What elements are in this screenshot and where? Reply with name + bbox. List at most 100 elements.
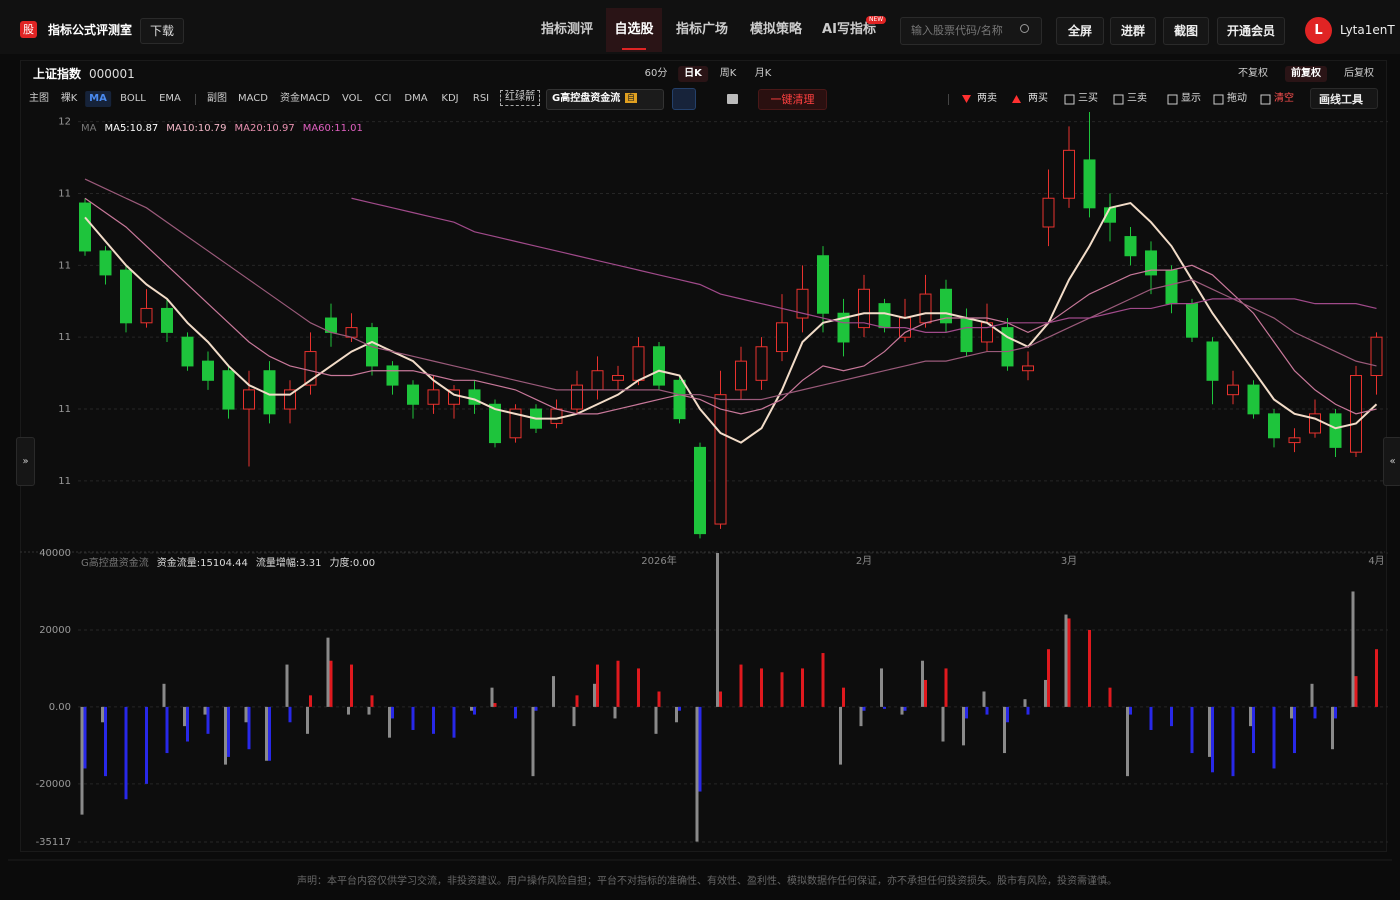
flow-bar — [695, 706, 699, 842]
flow-bar — [391, 706, 394, 719]
flow-bar — [490, 687, 494, 707]
flow-bar — [247, 706, 251, 750]
candle-body — [386, 365, 399, 386]
signal-tool[interactable]: 两买 — [1028, 93, 1048, 104]
y-tick-label: 12 — [58, 117, 71, 128]
adjust-tab[interactable]: 后复权 — [1344, 68, 1374, 79]
flow-bar — [1334, 706, 1337, 719]
candle-body — [407, 384, 419, 405]
search-placeholder[interactable]: 输入股票代码/名称 — [911, 24, 1003, 37]
flow-bar — [596, 664, 599, 707]
periods-tab[interactable]: 月K — [754, 68, 772, 79]
avatar[interactable]: L — [1305, 17, 1332, 44]
sub-indicator[interactable]: DMA — [404, 93, 428, 104]
candle-body — [796, 288, 809, 319]
candle-body — [653, 346, 665, 386]
tool-icon — [1167, 94, 1178, 105]
menu-item[interactable]: 指标广场 — [675, 22, 729, 37]
search-icon[interactable] — [1020, 24, 1029, 33]
sub-indicator[interactable]: CCI — [374, 93, 392, 104]
collapse-right[interactable]: « — [1383, 437, 1400, 486]
nav-button[interactable]: 截图 — [1163, 17, 1209, 45]
flow-bar — [675, 706, 678, 723]
flow-bar — [985, 706, 989, 715]
flow-bar — [921, 660, 924, 707]
sub-indicator[interactable]: RSI — [472, 93, 490, 104]
adjust-tab[interactable]: 前复权 — [1285, 66, 1327, 82]
nav-button[interactable]: 开通会员 — [1217, 17, 1285, 45]
candle-body — [837, 312, 850, 343]
flow-bar — [593, 683, 596, 707]
candle-body — [161, 307, 173, 333]
signal-tool[interactable]: 两卖 — [977, 93, 997, 104]
candle-body — [222, 370, 235, 410]
signal-tool[interactable]: 拖动 — [1227, 93, 1247, 104]
flow-bar — [801, 668, 804, 707]
flow-bar — [1023, 699, 1027, 707]
flow-bar — [1190, 706, 1194, 754]
flow-bar — [268, 706, 271, 761]
flow-bar — [1313, 706, 1317, 719]
flow-bar — [883, 706, 886, 709]
menu-item[interactable]: AI写指标 — [822, 22, 876, 37]
sub-indicator[interactable]: KDJ — [441, 93, 459, 104]
menu-item[interactable]: 指标测评 — [540, 22, 594, 37]
signal-tool[interactable]: 显示 — [1181, 93, 1201, 104]
flow-bar — [534, 706, 538, 711]
flow-bar — [124, 706, 128, 800]
flow-bar — [206, 706, 210, 734]
flow-bar — [678, 706, 681, 711]
flow-bar — [1044, 679, 1047, 707]
flow-bar — [1064, 614, 1068, 707]
brand[interactable]: 指标公式评测室 — [48, 23, 133, 37]
flow-bar — [654, 706, 658, 734]
main-indicator[interactable]: EMA — [159, 93, 181, 104]
main-indicator[interactable]: MA — [85, 91, 111, 107]
main-indicator[interactable]: 裸K — [60, 93, 78, 104]
collapse-left[interactable]: » — [16, 437, 35, 486]
main-indicator[interactable]: BOLL — [120, 93, 146, 104]
indicator-badge: 自 — [625, 93, 637, 103]
indicator-chip-name[interactable]: G高控盘资金流 — [552, 93, 621, 104]
candle-body — [448, 389, 460, 405]
periods-tab[interactable]: 60分 — [644, 68, 668, 79]
sub-indicator[interactable]: MACD — [238, 93, 268, 104]
nav-button[interactable]: 进群 — [1110, 17, 1156, 45]
menu-item[interactable]: 模拟策略 — [749, 22, 803, 37]
candle-body — [591, 370, 604, 391]
tool-icon — [1064, 94, 1075, 105]
candle-body — [284, 389, 296, 410]
add-button[interactable] — [672, 88, 696, 110]
periods-tab[interactable]: 日K — [678, 66, 708, 82]
adjust-tab[interactable]: 不复权 — [1238, 68, 1268, 79]
sub-indicator[interactable]: 资金MACD — [280, 93, 330, 104]
signal-tool[interactable]: 三卖 — [1127, 93, 1147, 104]
disclaimer: 声明：本平台内容仅供学习交流，非投资建议。用户操作风险自担；平台不对指标的准确性… — [297, 876, 1117, 887]
nav-button[interactable]: 全屏 — [1056, 17, 1104, 45]
download[interactable]: 下载 — [140, 18, 184, 44]
signal-tool[interactable]: 清空 — [1274, 93, 1294, 104]
candle-body — [509, 408, 522, 439]
x-tick-label: 2月 — [856, 555, 872, 567]
logo[interactable]: 股 — [20, 21, 37, 38]
candle-body — [1042, 197, 1055, 228]
candle-body — [243, 389, 255, 410]
periods-tab[interactable]: 周K — [719, 68, 737, 79]
user-name[interactable]: Lyta1enT — [1340, 23, 1395, 37]
flow-bar — [572, 706, 576, 727]
clear-button[interactable]: 一键清理 — [758, 89, 827, 110]
flow-bar — [285, 664, 289, 707]
ma-line — [84, 178, 1377, 401]
draw-tools[interactable]: 画线工具 — [1310, 88, 1378, 109]
tool-icon — [962, 95, 971, 103]
signal-tool[interactable]: 三买 — [1078, 93, 1098, 104]
legend-item: 流量增幅:3.31 — [256, 556, 322, 569]
legend-item: MA60:11.01 — [303, 123, 363, 134]
menu-item[interactable]: 自选股 — [614, 22, 654, 37]
flow-bar — [637, 668, 640, 707]
flow-bar — [1351, 591, 1355, 707]
search-box[interactable] — [900, 17, 1042, 45]
candle-body — [1288, 437, 1301, 444]
sub-indicator[interactable]: VOL — [341, 93, 363, 104]
tag[interactable]: 红绿箭 — [500, 90, 540, 106]
